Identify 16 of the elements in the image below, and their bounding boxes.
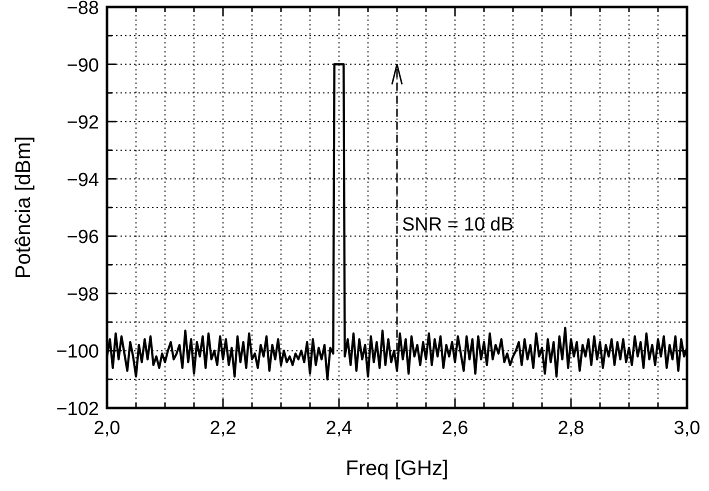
y-tick-label: −90 [66, 55, 99, 76]
y-tick-label: −100 [56, 342, 99, 363]
x-tick-label: 2,8 [558, 418, 584, 439]
x-tick-label: 2,6 [442, 418, 468, 439]
y-tick-label: −92 [66, 112, 99, 134]
x-tick-label: 2,0 [94, 418, 120, 439]
x-tick-label: 3,0 [674, 418, 700, 439]
x-tick-label: 2,2 [210, 418, 236, 439]
x-axis-title: Freq [GHz] [346, 457, 448, 480]
y-tick-label: −102 [56, 399, 99, 420]
y-axis-title: Potência [dBm] [12, 136, 35, 279]
y-tick-label: −94 [66, 170, 100, 191]
y-tick-label: −88 [66, 0, 99, 19]
y-tick-label: −96 [66, 227, 99, 248]
x-tick-label: 2,4 [326, 418, 353, 439]
y-tick-label: −98 [66, 284, 99, 306]
